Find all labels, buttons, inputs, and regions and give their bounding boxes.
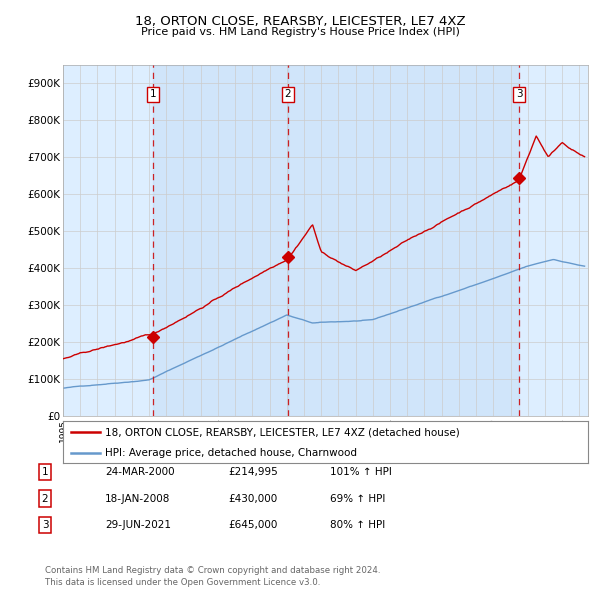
Text: 18, ORTON CLOSE, REARSBY, LEICESTER, LE7 4XZ: 18, ORTON CLOSE, REARSBY, LEICESTER, LE7… [134, 15, 466, 28]
Text: 80% ↑ HPI: 80% ↑ HPI [330, 520, 385, 530]
Text: £430,000: £430,000 [228, 494, 277, 503]
Text: 18-JAN-2008: 18-JAN-2008 [105, 494, 170, 503]
Text: 69% ↑ HPI: 69% ↑ HPI [330, 494, 385, 503]
Text: 18, ORTON CLOSE, REARSBY, LEICESTER, LE7 4XZ (detached house): 18, ORTON CLOSE, REARSBY, LEICESTER, LE7… [105, 427, 460, 437]
Text: 101% ↑ HPI: 101% ↑ HPI [330, 467, 392, 477]
Text: 2: 2 [41, 494, 49, 503]
Text: 1: 1 [41, 467, 49, 477]
Bar [287, 65, 519, 416]
Text: Contains HM Land Registry data © Crown copyright and database right 2024.
This d: Contains HM Land Registry data © Crown c… [45, 566, 380, 587]
Text: £214,995: £214,995 [228, 467, 278, 477]
Text: 3: 3 [41, 520, 49, 530]
Text: 24-MAR-2000: 24-MAR-2000 [105, 467, 175, 477]
Text: £645,000: £645,000 [228, 520, 277, 530]
Text: 3: 3 [515, 90, 522, 100]
Text: 29-JUN-2021: 29-JUN-2021 [105, 520, 171, 530]
Text: 2: 2 [284, 90, 291, 100]
Text: HPI: Average price, detached house, Charnwood: HPI: Average price, detached house, Char… [105, 448, 357, 457]
Bar [153, 65, 287, 416]
Text: 1: 1 [150, 90, 157, 100]
Text: Price paid vs. HM Land Registry's House Price Index (HPI): Price paid vs. HM Land Registry's House … [140, 27, 460, 37]
